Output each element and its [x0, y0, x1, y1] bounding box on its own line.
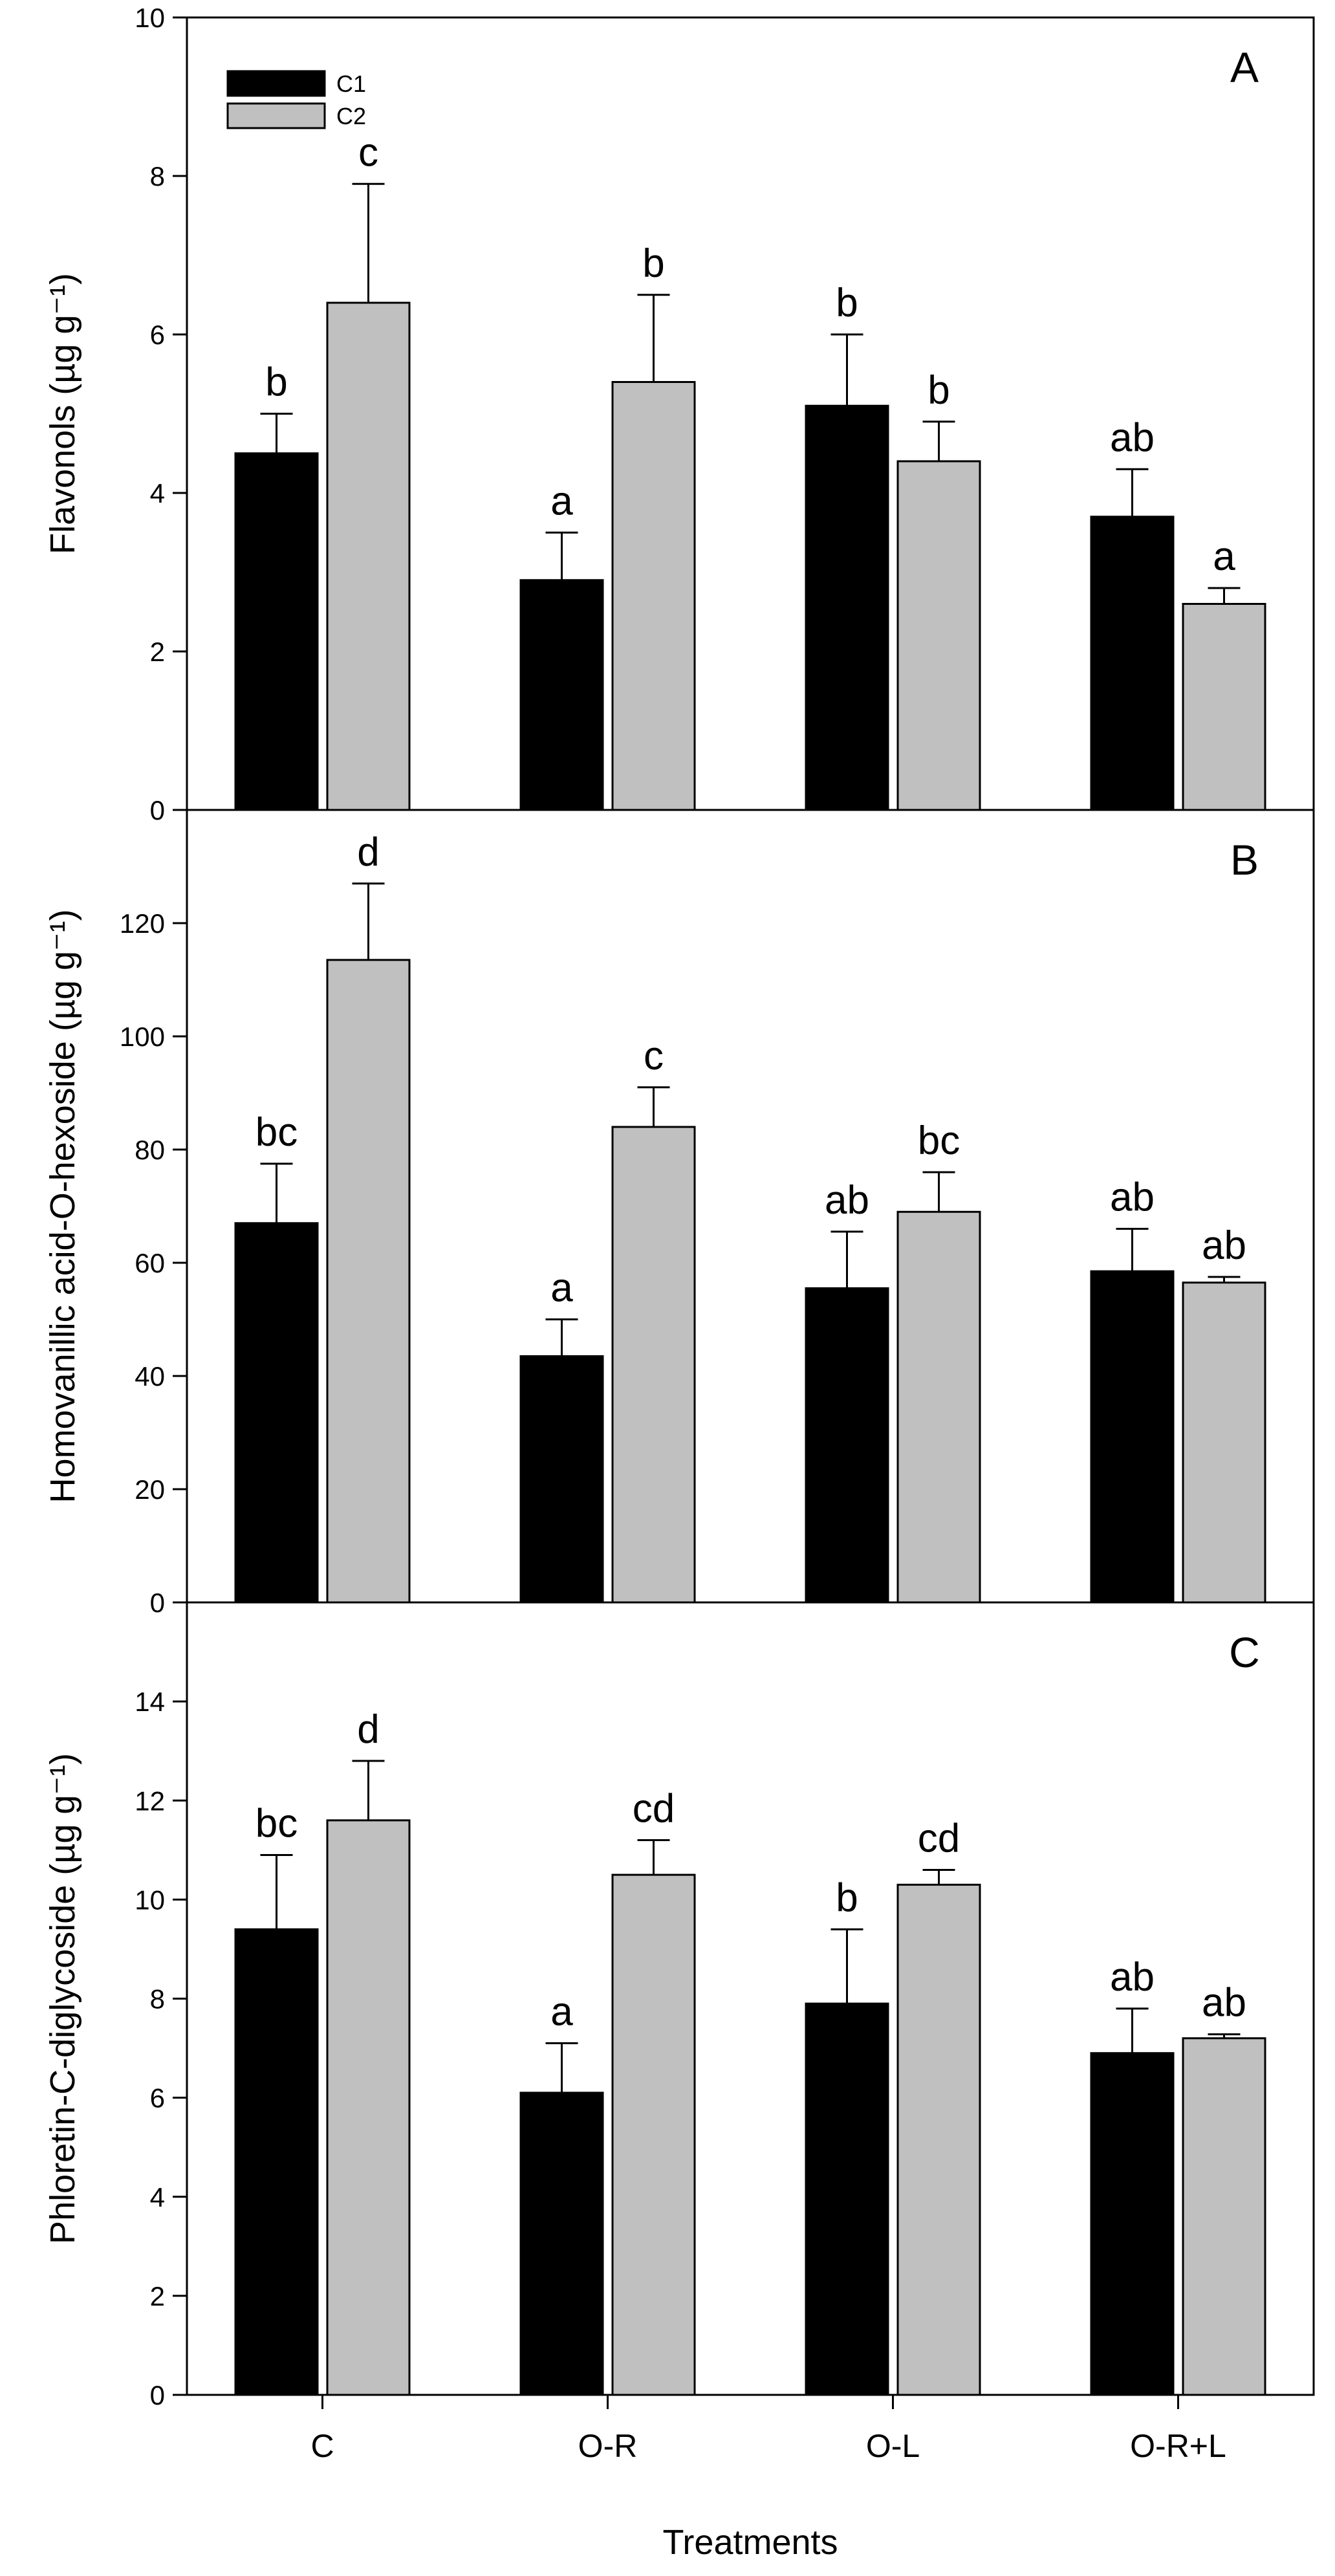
significance-label-c1-o-r-l: ab: [1110, 1955, 1155, 2000]
y-tick-label: 14: [135, 1686, 165, 1717]
bar-c1-o-l: [805, 1287, 889, 1604]
legend-swatch-c1: [226, 70, 326, 97]
significance-label-c2-c: d: [357, 830, 379, 875]
y-tick-label: 2: [150, 2281, 165, 2311]
significance-label-c1-o-r: a: [550, 1989, 573, 2034]
significance-label-c1-o-r-l: ab: [1110, 415, 1155, 460]
y-tick-label: 10: [135, 1884, 165, 1915]
y-tick-label: 2: [150, 637, 165, 667]
bar-c2-o-l: [896, 460, 981, 811]
bar-c1-o-l: [805, 404, 889, 811]
y-axis-title: Phloretin-C-diglycoside (µg g⁻¹): [43, 1753, 82, 2244]
bar-c2-o-r-l: [1182, 2037, 1266, 2396]
bar-c1-o-r: [519, 1355, 604, 1604]
significance-label-c1-o-r-l: ab: [1110, 1175, 1155, 1220]
y-axis-title: Flavonols (µg g⁻¹): [43, 273, 82, 554]
bar-c1-o-l: [805, 2002, 889, 2396]
significance-label-c2-c: c: [358, 130, 378, 175]
significance-label-c1-c: bc: [255, 1110, 298, 1155]
y-tick-label: 100: [120, 1021, 165, 1052]
significance-label-c2-o-l: bc: [918, 1119, 960, 1163]
x-category-label-c: C: [310, 2428, 334, 2464]
y-tick-label: 8: [150, 161, 165, 191]
significance-label-c2-o-r: cd: [633, 1787, 675, 1831]
significance-label-c1-c: b: [265, 360, 287, 405]
y-tick-label: 80: [135, 1135, 165, 1165]
bar-c1-o-r: [519, 579, 604, 811]
x-category-label-o-r-l: O-R+L: [1130, 2428, 1226, 2464]
y-tick-label: 4: [150, 2182, 165, 2212]
bar-c2-o-r-l: [1182, 1282, 1266, 1604]
bar-c1-o-r-l: [1090, 516, 1175, 811]
significance-label-c2-o-l: b: [928, 368, 950, 413]
y-tick-label: 0: [150, 795, 165, 825]
bar-c1-c: [234, 1928, 319, 2396]
significance-label-c2-c: d: [357, 1707, 379, 1752]
bar-c2-o-l: [896, 1210, 981, 1604]
y-tick-label: 12: [135, 1785, 165, 1816]
bar-c2-o-r-l: [1182, 603, 1266, 811]
y-tick-label: 6: [150, 2083, 165, 2113]
bar-c2-o-r: [611, 381, 696, 811]
significance-label-c2-o-l: cd: [918, 1816, 960, 1861]
panel-letter: B: [1230, 836, 1259, 884]
significance-label-c2-o-r-l: a: [1213, 534, 1235, 579]
bar-c1-c: [234, 1222, 319, 1604]
bar-c2-o-r: [611, 1126, 696, 1604]
significance-label-c1-o-l: b: [836, 281, 858, 325]
panel-c: 0 2 4 6 8 10 12 14 Phloretin-C-diglycoside (µg g…: [43, 1601, 1315, 2410]
legend-label-c2: C2: [336, 103, 366, 129]
legend-label-c1: C1: [336, 71, 366, 97]
bar-c2-c: [326, 959, 411, 1604]
x-axis-title: Treatments: [662, 2523, 838, 2562]
y-tick-label: 0: [150, 1588, 165, 1618]
y-tick-label: 20: [135, 1474, 165, 1505]
significance-label-c2-o-r: b: [642, 241, 664, 286]
significance-label-c1-c: bc: [255, 1801, 298, 1846]
significance-label-c1-o-r: a: [550, 479, 573, 523]
bar-c2-o-r: [611, 1873, 696, 2396]
bar-c2-c: [326, 301, 411, 811]
bar-c1-o-r-l: [1090, 1270, 1175, 1604]
y-tick-label: 0: [150, 2380, 165, 2410]
y-tick-label: 40: [135, 1361, 165, 1392]
significance-label-c1-o-l: ab: [825, 1178, 869, 1223]
significance-label-c2-o-r-l: ab: [1202, 1223, 1246, 1268]
bar-c1-c: [234, 452, 319, 811]
y-tick-label: 60: [135, 1248, 165, 1278]
x-category-labels: C O-R O-L O-R+L: [310, 2428, 1226, 2464]
bar-c1-o-r: [519, 2091, 604, 2396]
bar-c1-o-r-l: [1090, 2052, 1175, 2396]
y-tick-label: 8: [150, 1984, 165, 2014]
y-tick-label: 120: [120, 908, 165, 939]
legend: C1 C2: [226, 70, 366, 129]
bar-c2-o-l: [896, 1883, 981, 2396]
panel-letter: C: [1229, 1628, 1260, 1676]
significance-label-c2-o-r: c: [644, 1034, 664, 1078]
x-category-label-o-l: O-L: [866, 2428, 920, 2464]
panel-letter: A: [1230, 43, 1259, 91]
y-axis-title: Homovanillic acid-O-hexoside (µg g⁻¹): [43, 910, 82, 1503]
significance-label-c1-o-l: b: [836, 1875, 858, 1920]
y-tick-label: 10: [135, 3, 165, 33]
y-tick-label: 4: [150, 478, 165, 508]
x-category-label-o-r: O-R: [578, 2428, 638, 2464]
significance-label-c2-o-r-l: ab: [1202, 1981, 1246, 2025]
y-tick-label: 6: [150, 320, 165, 350]
bar-c2-c: [326, 1819, 411, 2396]
significance-label-c1-o-r: a: [550, 1266, 573, 1311]
legend-swatch-c2: [226, 102, 326, 129]
